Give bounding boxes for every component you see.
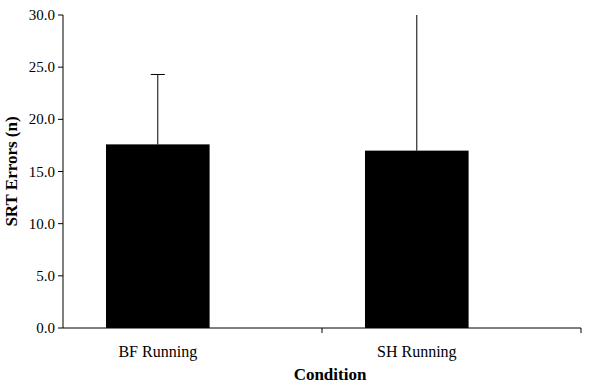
x-tick [581,328,582,333]
y-tick-label: 25.0 [29,59,55,75]
chart: 0.0 5.0 10.0 15.0 20.0 25.0 30.0 BF Running SH R… [0,0,600,386]
y-tick [58,171,63,172]
error-line [157,74,158,144]
y-axis-title: SRT Errors (n) [2,116,21,226]
x-tick-label: SH Running [377,343,457,361]
y-tick [58,328,63,329]
error-bar [410,15,424,151]
y-tick-label: 0.0 [36,320,55,336]
y-tick-label: 30.0 [29,7,55,23]
error-line [416,15,417,151]
error-cap [151,74,165,75]
x-axis [63,328,581,329]
y-tick [58,275,63,276]
bar [106,144,210,328]
y-axis [63,15,64,328]
bar [365,151,469,328]
y-tick [58,15,63,16]
bars [106,15,469,328]
y-tick-label: 10.0 [29,216,55,232]
y-tick [58,67,63,68]
y-tick-label: 5.0 [36,268,55,284]
x-tick-label: BF Running [118,343,197,361]
x-tick [322,328,323,333]
y-tick-label: 20.0 [29,111,55,127]
y-tick [58,119,63,120]
error-bar [151,74,165,144]
x-axis-title: Condition [294,365,367,384]
y-tick-label: 15.0 [29,164,55,180]
y-tick [58,223,63,224]
